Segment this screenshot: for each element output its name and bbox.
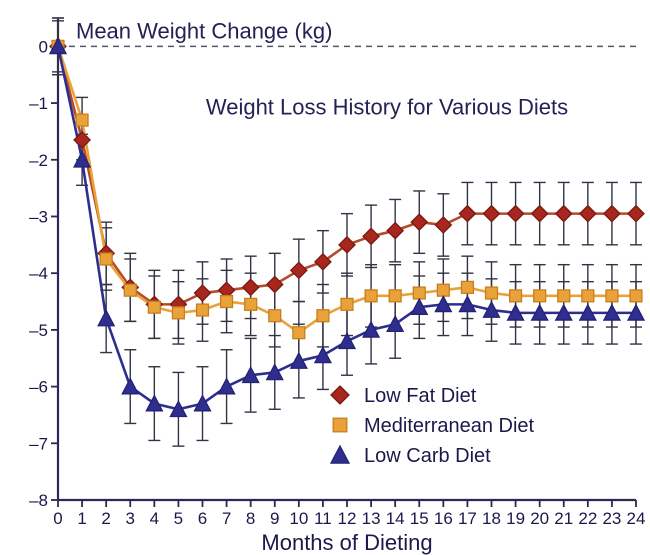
legend-label-med: Mediterranean Diet	[364, 415, 535, 437]
x-tick-label: 11	[314, 509, 332, 528]
x-tick-label: 13	[362, 509, 381, 528]
x-tick-label: 0	[53, 509, 62, 528]
x-tick-label: 1	[77, 509, 86, 528]
x-tick-label: 23	[602, 509, 621, 528]
y-tick-label: 0	[39, 37, 48, 56]
x-tick-label: 15	[410, 509, 429, 528]
x-tick-label: 22	[578, 509, 597, 528]
y-tick-label: –5	[29, 321, 48, 340]
x-tick-label: 20	[530, 509, 549, 528]
y-tick-label: –8	[29, 491, 48, 510]
x-tick-label: 16	[434, 509, 453, 528]
y-axis-title: Mean Weight Change (kg)	[76, 18, 332, 43]
x-tick-label: 6	[198, 509, 207, 528]
legend-label-lowcarb: Low Carb Diet	[364, 445, 491, 467]
x-tick-label: 14	[386, 509, 405, 528]
x-tick-label: 9	[270, 509, 279, 528]
y-tick-label: –6	[29, 378, 48, 397]
x-tick-label: 8	[246, 509, 255, 528]
x-axis-label: Months of Dieting	[261, 530, 432, 555]
y-tick-label: –1	[29, 94, 48, 113]
y-tick-label: –4	[29, 264, 48, 283]
chart-svg: 0–1–2–3–4–5–6–7–801234567891011121314151…	[0, 0, 650, 555]
x-tick-label: 21	[554, 509, 573, 528]
x-tick-label: 17	[458, 509, 477, 528]
legend-label-lowfat: Low Fat Diet	[364, 385, 477, 407]
x-tick-label: 7	[222, 509, 231, 528]
x-tick-label: 24	[627, 509, 646, 528]
x-tick-label: 19	[506, 509, 525, 528]
y-tick-label: –3	[29, 207, 48, 226]
x-tick-label: 2	[101, 509, 110, 528]
x-tick-label: 12	[338, 509, 357, 528]
weight-loss-chart: 0–1–2–3–4–5–6–7–801234567891011121314151…	[0, 0, 650, 555]
x-tick-label: 4	[150, 509, 159, 528]
chart-title: Weight Loss History for Various Diets	[206, 94, 568, 119]
x-tick-label: 3	[126, 509, 135, 528]
y-tick-label: –7	[29, 434, 48, 453]
x-tick-label: 5	[174, 509, 183, 528]
x-tick-label: 10	[289, 509, 308, 528]
x-tick-label: 18	[482, 509, 501, 528]
y-tick-label: –2	[29, 151, 48, 170]
